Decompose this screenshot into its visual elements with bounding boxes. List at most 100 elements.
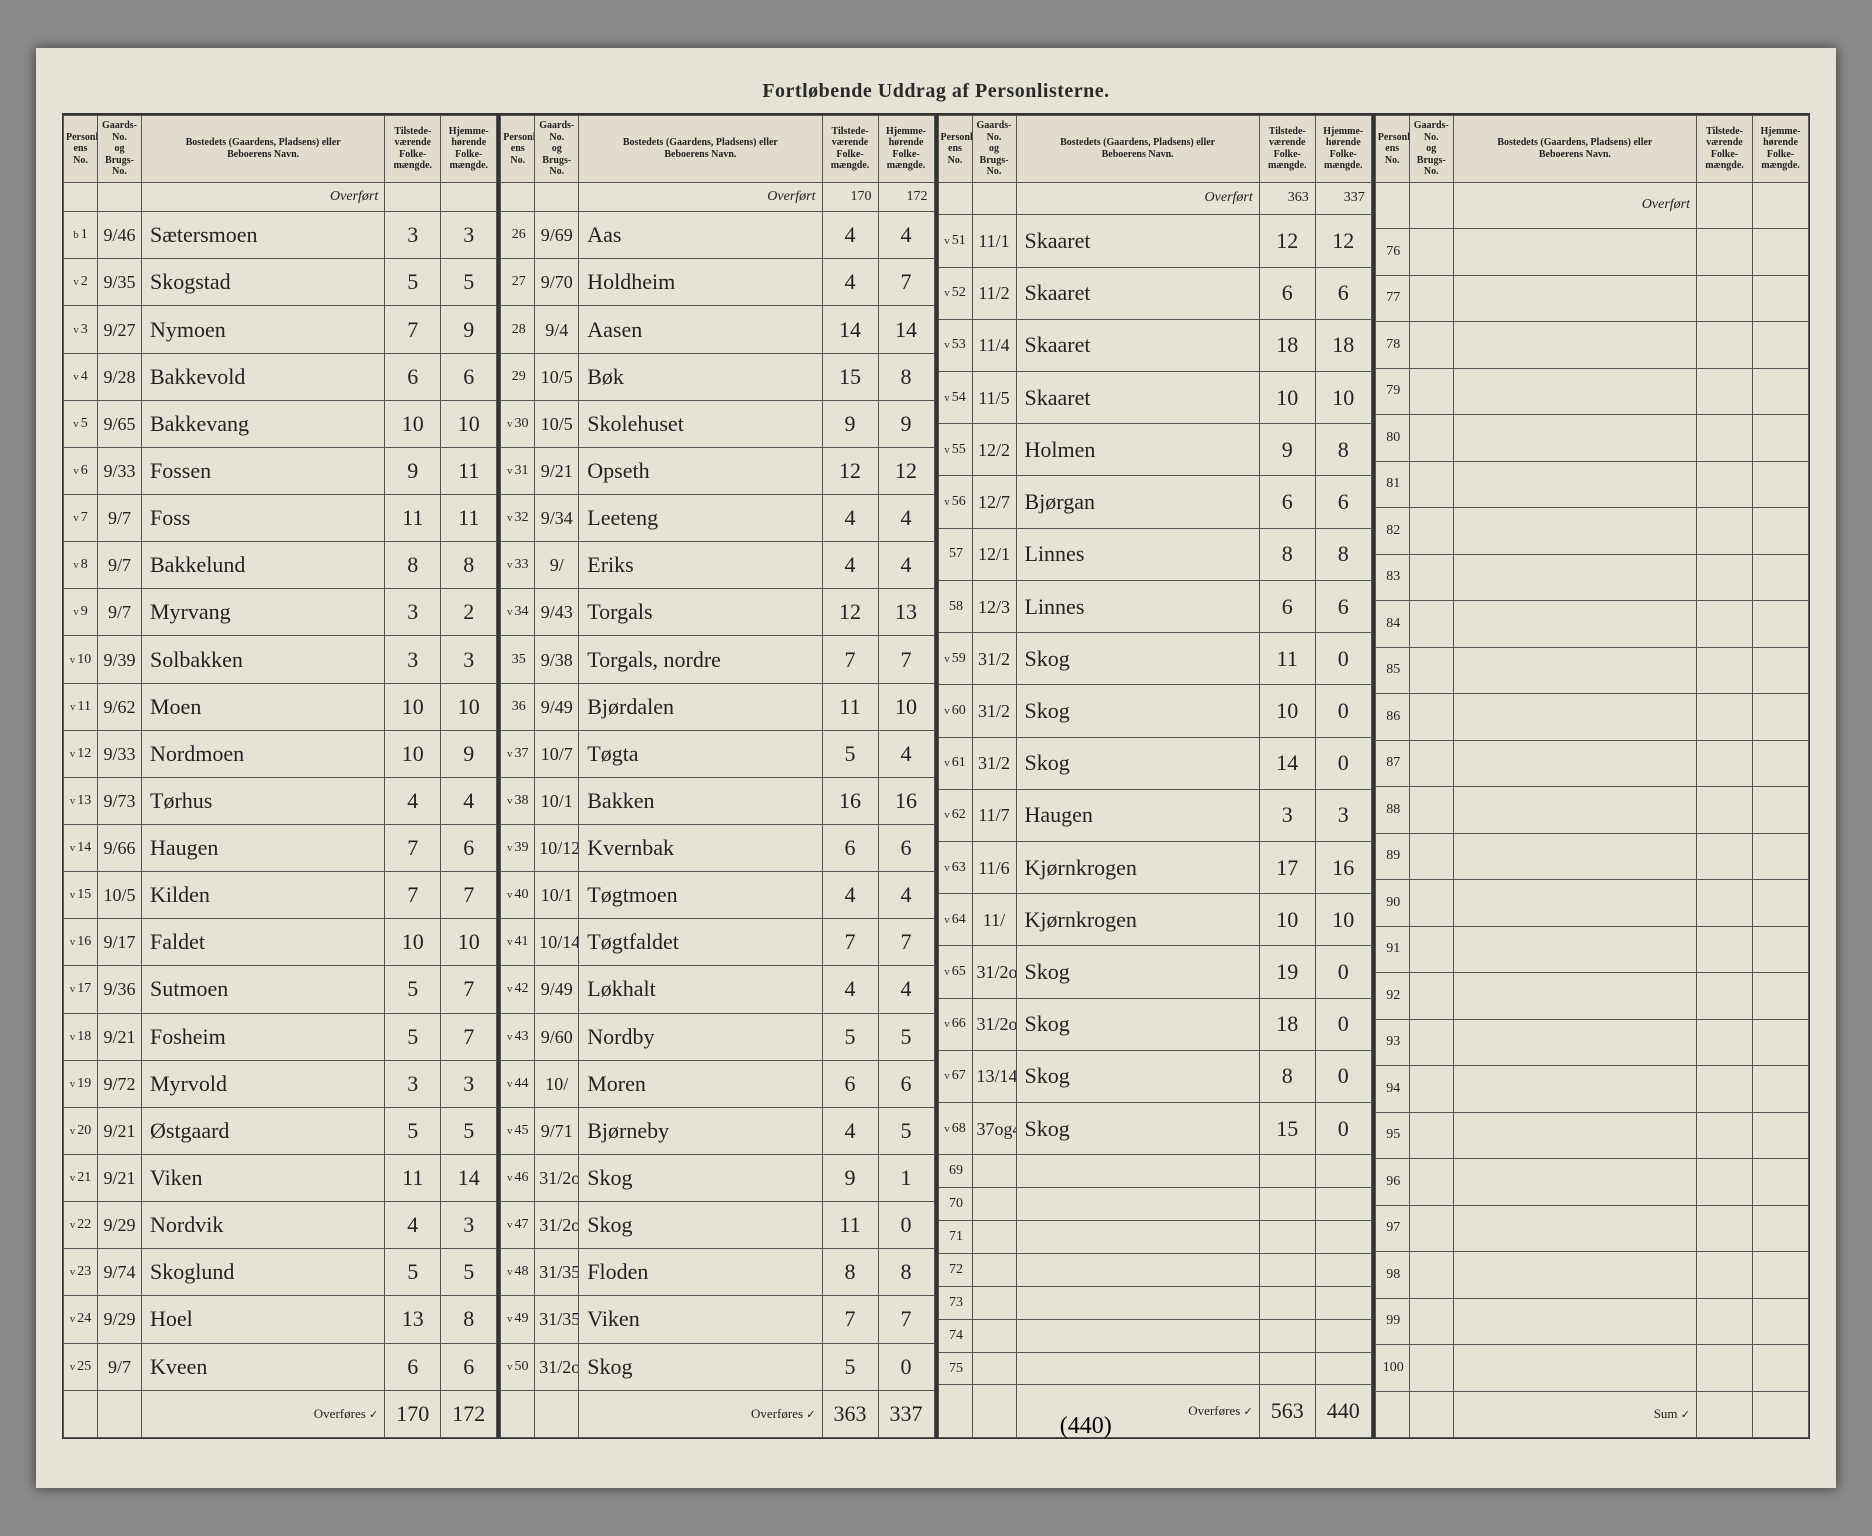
cell-gaards-brugs-no: 9/73	[98, 777, 142, 824]
cell-tilstede: 11	[822, 683, 878, 730]
cell-personliste-no: v5	[64, 400, 98, 447]
cell-gaards-brugs-no: 12/7	[972, 476, 1016, 528]
cell-tilstede: 4	[822, 495, 878, 542]
cell-gaards-brugs-no: 31/2	[972, 685, 1016, 737]
table-row: v53 11/4 Skaaret 18 18	[938, 319, 1371, 371]
table-row: v66 31/2og11 Skog 18 0	[938, 998, 1371, 1050]
cell-tilstede: 3	[385, 589, 441, 636]
cell-tilstede	[1697, 229, 1753, 276]
cell-blank	[535, 1390, 579, 1437]
cell-personliste-no: v34	[501, 589, 535, 636]
table-row: v55 12/2 Holmen 9 8	[938, 424, 1371, 476]
cell-gaards-brugs-no	[1409, 1252, 1453, 1299]
table-row: 79	[1375, 368, 1808, 415]
table-row: 100	[1375, 1345, 1808, 1392]
table-row: v13 9/73 Tørhus 4 4	[64, 777, 497, 824]
cell-bosted-navn	[1453, 1159, 1696, 1206]
cell-gaards-brugs-no	[1409, 1298, 1453, 1345]
cell-personliste-no: v41	[501, 919, 535, 966]
cell-hjemme	[1753, 229, 1809, 276]
table-row: v43 9/60 Nordby 5 5	[501, 1013, 934, 1060]
ledger-panel: Personlist-ens No. Gaards-No.ogBrugs-No.…	[62, 113, 498, 1439]
cell-bosted-navn: Fosheim	[142, 1013, 385, 1060]
cell-bosted-navn: Østgaard	[142, 1107, 385, 1154]
cell-personliste-no: v23	[64, 1249, 98, 1296]
col-bosted-navn: Bostedets (Gaardens, Pladsens) ellerBebo…	[1016, 116, 1259, 183]
cell-hjemme: 6	[441, 1343, 497, 1390]
col-tilstede: Tilstede-værendeFolke-mængde.	[822, 116, 878, 183]
cell-bosted-navn: Bjørneby	[579, 1107, 822, 1154]
cell-tilstede	[1697, 740, 1753, 787]
cell-personliste-no: v49	[501, 1296, 535, 1343]
table-row: v2 9/35 Skogstad 5 5	[64, 259, 497, 306]
cell-bosted-navn	[1453, 833, 1696, 880]
cell-tilstede: 5	[385, 1249, 441, 1296]
overfort-h: 172	[878, 182, 934, 212]
cell-tilstede: 4	[385, 1202, 441, 1249]
cell-hjemme: 6	[1315, 267, 1371, 319]
table-row: v42 9/49 Løkhalt 4 4	[501, 966, 934, 1013]
cell-tilstede	[1259, 1155, 1315, 1188]
overfores-t: 363	[822, 1390, 878, 1437]
table-row: v10 9/39 Solbakken 3 3	[64, 636, 497, 683]
cell-hjemme: 4	[441, 777, 497, 824]
overfort-label: Overført	[1016, 182, 1259, 215]
cell-tilstede: 6	[822, 1060, 878, 1107]
table-row: v32 9/34 Leeteng 4 4	[501, 495, 934, 542]
cell-gaards-brugs-no: 31/35	[535, 1249, 579, 1296]
cell-bosted-navn: Skog	[1016, 685, 1259, 737]
cell-personliste-no: v52	[938, 267, 972, 319]
cell-personliste-no: v47	[501, 1202, 535, 1249]
cell-tilstede: 14	[1259, 737, 1315, 789]
cell-hjemme: 12	[878, 447, 934, 494]
cell-tilstede	[1697, 1019, 1753, 1066]
cell-bosted-navn: Faldet	[142, 919, 385, 966]
cell-hjemme: 7	[441, 872, 497, 919]
ledger-pages: Personlist-ens No. Gaards-No.ogBrugs-No.…	[62, 113, 1810, 1439]
cell-tilstede: 4	[822, 259, 878, 306]
cell-personliste-no: v3	[64, 306, 98, 353]
cell-hjemme: 4	[878, 966, 934, 1013]
cell-gaards-brugs-no: 37og48	[972, 1103, 1016, 1155]
cell-bosted-navn: Skaaret	[1016, 372, 1259, 424]
overfores-label: Sum ✓	[1453, 1391, 1696, 1438]
cell-tilstede	[1259, 1221, 1315, 1254]
cell-tilstede	[1697, 322, 1753, 369]
cell-personliste-no: b1	[64, 212, 98, 259]
table-row: 69	[938, 1155, 1371, 1188]
cell-tilstede: 4	[822, 542, 878, 589]
table-row: v33 9/ Eriks 4 4	[501, 542, 934, 589]
cell-hjemme: 2	[441, 589, 497, 636]
cell-gaards-brugs-no: 9/7	[98, 1343, 142, 1390]
cell-gaards-brugs-no: 10/5	[535, 353, 579, 400]
cell-tilstede: 5	[385, 1107, 441, 1154]
cell-bosted-navn	[1453, 368, 1696, 415]
table-row: 70	[938, 1188, 1371, 1221]
cell-gaards-brugs-no: 31/2og11	[535, 1343, 579, 1390]
cell-tilstede	[1697, 833, 1753, 880]
cell-hjemme	[1753, 368, 1809, 415]
cell-tilstede	[1697, 1066, 1753, 1113]
col-bosted-navn: Bostedets (Gaardens, Pladsens) ellerBebo…	[142, 116, 385, 183]
cell-bosted-navn: Aasen	[579, 306, 822, 353]
table-row: v6 9/33 Fossen 9 11	[64, 447, 497, 494]
cell-bosted-navn: Skoglund	[142, 1249, 385, 1296]
cell-gaards-brugs-no	[972, 1188, 1016, 1221]
cell-tilstede: 10	[1259, 685, 1315, 737]
cell-bosted-navn: Kjørnkrogen	[1016, 894, 1259, 946]
cell-personliste-no: 97	[1375, 1205, 1409, 1252]
table-row: v4 9/28 Bakkevold 6 6	[64, 353, 497, 400]
cell-personliste-no: 29	[501, 353, 535, 400]
cell-bosted-navn: Moen	[142, 683, 385, 730]
table-row: v30 10/5 Skolehuset 9 9	[501, 400, 934, 447]
table-row: 72	[938, 1253, 1371, 1286]
cell-hjemme: 9	[441, 306, 497, 353]
cell-bosted-navn: Sætersmoen	[142, 212, 385, 259]
cell-personliste-no: v9	[64, 589, 98, 636]
cell-gaards-brugs-no: 9/72	[98, 1060, 142, 1107]
cell-bosted-navn	[1453, 880, 1696, 927]
cell-bosted-navn	[1453, 1345, 1696, 1392]
cell-hjemme	[1753, 1112, 1809, 1159]
cell-gaards-brugs-no: 9/65	[98, 400, 142, 447]
table-row: v39 10/12 Kvernbak 6 6	[501, 825, 934, 872]
